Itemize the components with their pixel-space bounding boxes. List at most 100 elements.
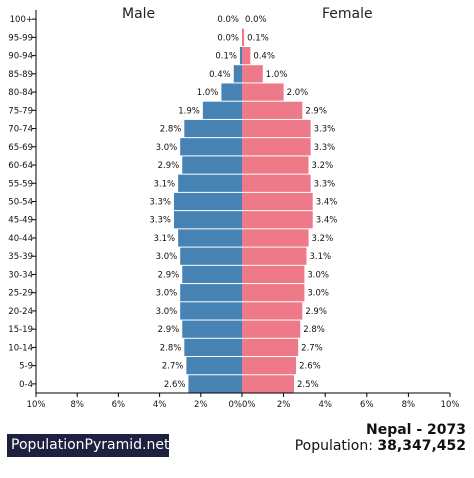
female-bar bbox=[242, 119, 311, 138]
male-bar bbox=[188, 375, 242, 393]
x-tick-label-male: 8% bbox=[70, 400, 84, 410]
population-pyramid-chart: 100+ 0.0% 0.0% 95-99 0.0% 0.1% 90-94 0.1% 0.4% 85… bbox=[8, 10, 459, 410]
female-bar bbox=[242, 320, 301, 338]
male-value-label: 0.4% bbox=[209, 70, 231, 80]
male-value-label: 1.0% bbox=[197, 88, 219, 98]
male-bar bbox=[178, 229, 242, 247]
male-value-label: 3.3% bbox=[149, 216, 171, 226]
male-bar bbox=[182, 320, 242, 338]
age-group-label: 50-54 bbox=[8, 198, 33, 208]
male-value-label: 2.9% bbox=[158, 325, 180, 335]
male-value-label: 1.9% bbox=[178, 106, 200, 116]
female-bar bbox=[242, 192, 313, 211]
age-group-label: 55-59 bbox=[8, 179, 33, 189]
female-bar bbox=[242, 338, 299, 357]
male-bar bbox=[180, 247, 242, 265]
female-value-label: 2.9% bbox=[305, 106, 327, 116]
male-bar bbox=[182, 265, 242, 284]
female-value-label: 3.4% bbox=[316, 198, 338, 208]
female-bar bbox=[242, 375, 294, 393]
female-bar bbox=[242, 138, 311, 156]
female-value-label: 3.1% bbox=[309, 252, 331, 262]
female-bar bbox=[242, 302, 303, 320]
x-tick-label-female: 8% bbox=[402, 400, 416, 410]
population-value: 38,347,452 bbox=[377, 438, 466, 454]
female-value-label: 2.5% bbox=[297, 380, 319, 390]
female-value-label: 3.3% bbox=[314, 143, 336, 153]
male-bar bbox=[202, 101, 242, 119]
male-value-label: 3.1% bbox=[154, 234, 176, 244]
age-group-label: 70-74 bbox=[8, 125, 33, 135]
male-value-label: 0.0% bbox=[217, 33, 239, 43]
age-group-label: 30-34 bbox=[8, 270, 33, 280]
female-value-label: 0.4% bbox=[253, 52, 275, 62]
population-label: Population: bbox=[294, 438, 373, 454]
female-value-label: 3.0% bbox=[307, 270, 329, 280]
female-value-label: 3.4% bbox=[316, 216, 338, 226]
male-value-label: 2.8% bbox=[160, 125, 182, 135]
male-value-label: 2.6% bbox=[164, 380, 186, 390]
male-bar bbox=[233, 65, 242, 83]
female-value-label: 3.0% bbox=[307, 289, 329, 299]
male-value-label: 3.0% bbox=[156, 289, 178, 299]
female-value-label: 2.9% bbox=[305, 307, 327, 317]
female-value-label: 3.3% bbox=[314, 125, 336, 135]
x-tick-label-male: 6% bbox=[112, 400, 126, 410]
age-group-label: 10-14 bbox=[8, 343, 33, 353]
female-header: Female bbox=[322, 6, 373, 22]
female-value-label: 3.2% bbox=[312, 234, 334, 244]
female-value-label: 2.6% bbox=[299, 362, 321, 372]
female-bar bbox=[242, 156, 309, 174]
female-bar bbox=[242, 284, 305, 302]
age-group-label: 15-19 bbox=[8, 325, 33, 335]
age-group-label: 80-84 bbox=[8, 88, 33, 98]
x-tick-label-female: 6% bbox=[360, 400, 374, 410]
male-value-label: 3.0% bbox=[156, 307, 178, 317]
female-value-label: 0.0% bbox=[245, 15, 267, 25]
x-tick-label-male: 4% bbox=[153, 400, 167, 410]
female-bar bbox=[242, 357, 297, 375]
brand-badge[interactable]: PopulationPyramid.net bbox=[7, 434, 169, 457]
female-value-label: 1.0% bbox=[266, 70, 288, 80]
female-value-label: 2.7% bbox=[301, 343, 323, 353]
female-bar bbox=[242, 83, 284, 101]
x-tick-label-male: 10% bbox=[27, 400, 46, 410]
female-bar bbox=[242, 265, 305, 284]
age-group-label: 95-99 bbox=[8, 33, 33, 43]
male-bar bbox=[180, 302, 242, 320]
female-bar bbox=[242, 174, 311, 192]
male-value-label: 0.0% bbox=[217, 15, 239, 25]
male-bar bbox=[174, 192, 242, 211]
population-summary: Population: 38,347,452 bbox=[295, 438, 466, 454]
male-value-label: 3.0% bbox=[156, 252, 178, 262]
x-tick-label-female: 2% bbox=[277, 400, 291, 410]
male-value-label: 2.7% bbox=[162, 362, 184, 372]
female-bar bbox=[242, 247, 307, 265]
age-group-label: 45-49 bbox=[8, 216, 33, 226]
male-value-label: 0.1% bbox=[215, 52, 237, 62]
female-bar bbox=[242, 229, 309, 247]
female-value-label: 2.0% bbox=[287, 88, 309, 98]
female-value-label: 3.3% bbox=[314, 179, 336, 189]
x-tick-label-female: 4% bbox=[318, 400, 332, 410]
male-bar bbox=[174, 211, 242, 229]
female-bar bbox=[242, 28, 245, 46]
male-bar bbox=[239, 46, 242, 65]
age-group-label: 20-24 bbox=[8, 307, 33, 317]
male-value-label: 2.9% bbox=[158, 270, 180, 280]
male-bar bbox=[178, 174, 242, 192]
male-value-label: 2.8% bbox=[160, 343, 182, 353]
age-group-label: 75-79 bbox=[8, 106, 33, 116]
age-group-label: 40-44 bbox=[8, 234, 33, 244]
age-group-label: 0-4 bbox=[19, 380, 33, 390]
male-value-label: 2.9% bbox=[158, 161, 180, 171]
female-value-label: 0.1% bbox=[247, 33, 269, 43]
male-bar bbox=[184, 338, 242, 357]
age-group-label: 60-64 bbox=[8, 161, 33, 171]
female-bar bbox=[242, 211, 313, 229]
female-bar bbox=[242, 65, 263, 83]
female-bar bbox=[242, 101, 303, 119]
male-bar bbox=[180, 138, 242, 156]
male-bar bbox=[180, 284, 242, 302]
age-group-label: 85-89 bbox=[8, 70, 33, 80]
